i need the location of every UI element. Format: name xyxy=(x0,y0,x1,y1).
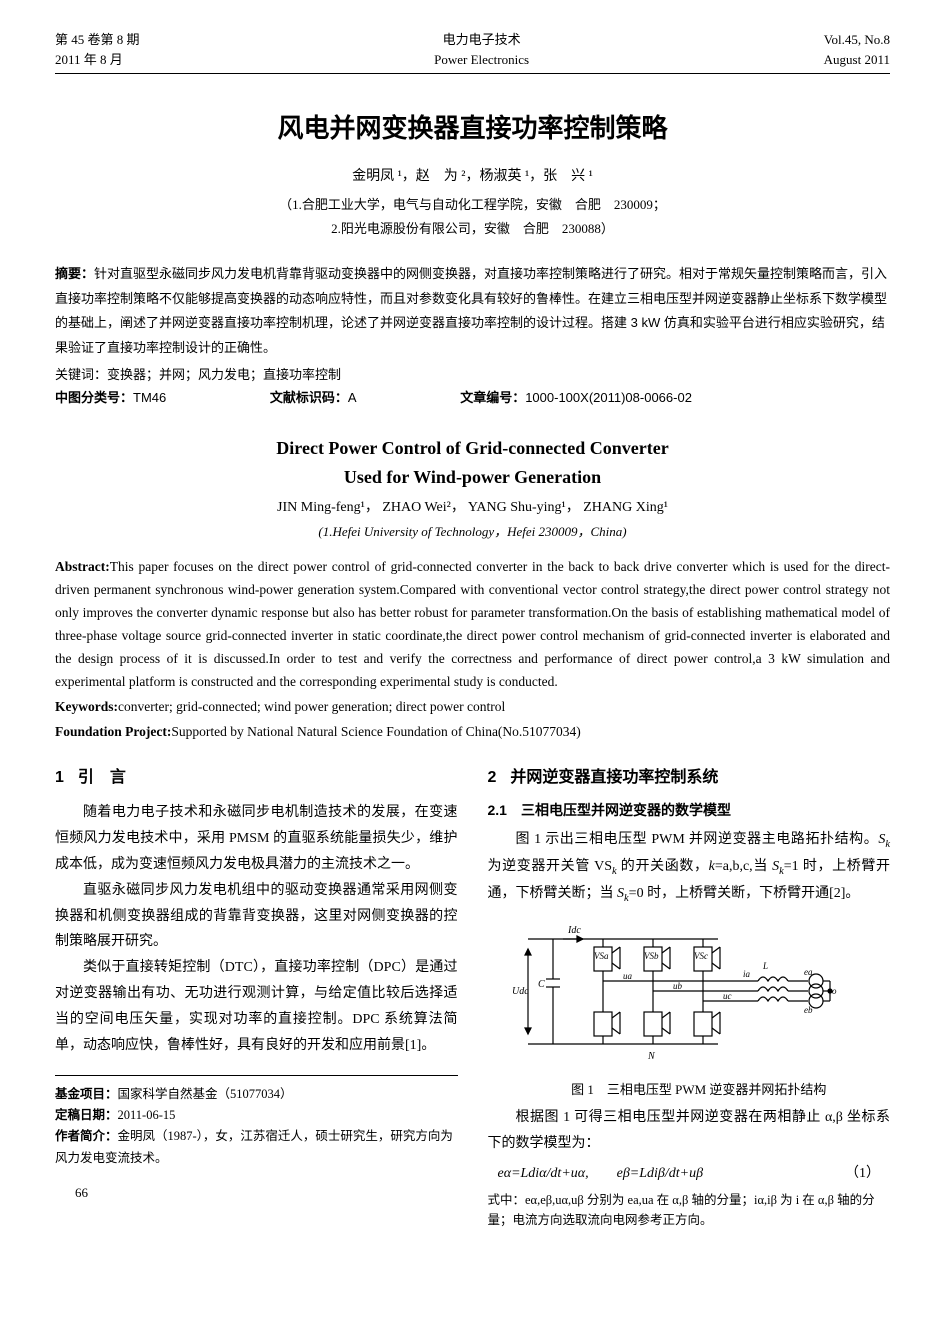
svg-text:VSc: VSc xyxy=(694,951,708,961)
authors-en: JIN Ming-feng¹， ZHAO Wei²， YANG Shu-ying… xyxy=(55,497,890,518)
section-2-number: 2 xyxy=(488,769,497,786)
article-id-value: 1000-100X(2011)08-0066-02 xyxy=(525,390,692,405)
section-2-1-para-2: 根据图 1 可得三相电压型并网逆变器在两相静止 α,β 坐标系下的数学模型为： xyxy=(488,1105,891,1157)
abstract-cn: 摘要：针对直驱型永磁同步风力发电机背靠背驱动变换器中的网侧变换器，对直接功率控制… xyxy=(55,262,890,361)
equation-1-desc: 式中：eα,eβ,uα,uβ 分别为 ea,ua 在 α,β 轴的分量；iα,i… xyxy=(488,1190,891,1230)
keywords-cn: 关键词：变换器；并网；风力发电；直接功率控制 xyxy=(55,365,890,385)
svg-text:ub: ub xyxy=(673,981,683,991)
keywords-en: Keywords:converter; grid-connected; wind… xyxy=(55,697,890,717)
section-2-title: 并网逆变器直接功率控制系统 xyxy=(510,769,718,786)
foundation-line: Foundation Project:Supported by National… xyxy=(55,722,890,742)
journal-title-cn: 电力电子技术 xyxy=(434,30,529,50)
keywords-en-label: Keywords: xyxy=(55,699,118,714)
abstract-cn-label: 摘要： xyxy=(55,266,94,281)
svg-text:o: o xyxy=(832,986,837,996)
svg-text:C: C xyxy=(538,979,545,990)
header-vol-issue-en: Vol.45, No.8 xyxy=(824,30,890,50)
svg-text:VSb: VSb xyxy=(644,951,659,961)
figure-1: Idc Udc C VSa VSb VSc ua ub uc L ia ea e… xyxy=(508,919,891,1100)
figure-1-caption: 图 1 三相电压型 PWM 逆变器并网拓扑结构 xyxy=(508,1080,891,1100)
foundation-text: Supported by National Natural Science Fo… xyxy=(171,724,580,739)
abstract-en: Abstract:This paper focuses on the direc… xyxy=(55,556,890,694)
footnote-date-text: 2011-06-15 xyxy=(118,1108,176,1122)
header-right: Vol.45, No.8 August 2011 xyxy=(824,30,890,69)
svg-text:N: N xyxy=(647,1051,656,1062)
keywords-cn-label: 关键词： xyxy=(55,367,107,382)
clc-value: TM46 xyxy=(133,390,166,405)
footnote-separator xyxy=(55,1075,458,1076)
clc-label: 中图分类号： xyxy=(55,390,133,405)
foundation-label: Foundation Project: xyxy=(55,724,171,739)
footnote-date-label: 定稿日期： xyxy=(55,1108,118,1122)
classification-line: 中图分类号：TM46 文献标识码：A 文章编号：1000-100X(2011)0… xyxy=(55,388,890,408)
keywords-cn-text: 变换器；并网；风力发电；直接功率控制 xyxy=(107,367,341,382)
doc-code-label: 文献标识码： xyxy=(270,390,348,405)
section-1-heading: 1 引 言 xyxy=(55,766,458,790)
svg-text:eb: eb xyxy=(804,1005,813,1015)
affiliation-en: (1.Hefei University of Technology，Hefei … xyxy=(55,522,890,542)
subsection-2-1-title: 三相电压型并网逆变器的数学模型 xyxy=(521,802,731,818)
abstract-cn-text: 针对直驱型永磁同步风力发电机背靠背驱动变换器中的网侧变换器，对直接功率控制策略进… xyxy=(55,266,887,355)
abstract-en-text: This paper focuses on the direct power c… xyxy=(55,559,890,689)
footnote-date: 定稿日期：2011-06-15 xyxy=(55,1105,458,1126)
section-2-1-para-1: 图 1 示出三相电压型 PWM 并网逆变器主电路拓扑结构。Sk 为逆变器开关管 … xyxy=(488,827,891,909)
subsection-2-1-number: 2.1 xyxy=(488,802,507,818)
footnote-fund: 基金项目：国家科学自然基金（51077034） xyxy=(55,1084,458,1105)
equation-1: eα=Ldiα/dt+uα, eβ=Ldiβ/dt+uβ （1） xyxy=(488,1163,891,1184)
paper-title-en: Direct Power Control of Grid-connected C… xyxy=(55,434,890,492)
right-column: 2 并网逆变器直接功率控制系统 2.1 三相电压型并网逆变器的数学模型 图 1 示… xyxy=(488,766,891,1230)
svg-text:Udc: Udc xyxy=(512,986,529,997)
article-id-label: 文章编号： xyxy=(460,390,525,405)
footnote-bio: 作者简介：金明凤（1987-），女，江苏宿迁人，硕士研究生，研究方向为风力发电变… xyxy=(55,1126,458,1169)
header-left: 第 45 卷第 8 期 2011 年 8 月 xyxy=(55,30,140,69)
journal-title-en: Power Electronics xyxy=(434,50,529,70)
authors-cn: 金明凤 ¹，赵 为 ²，杨淑英 ¹，张 兴 ¹ xyxy=(55,166,890,187)
affiliation-1: （1.合肥工业大学，电气与自动化工程学院，安徽 合肥 230009； xyxy=(55,195,890,215)
equation-1-body: eα=Ldiα/dt+uα, eβ=Ldiβ/dt+uβ xyxy=(498,1163,704,1184)
footnote-fund-text: 国家科学自然基金（51077034） xyxy=(118,1087,293,1101)
subsection-2-1-heading: 2.1 三相电压型并网逆变器的数学模型 xyxy=(488,800,891,821)
header-date-en: August 2011 xyxy=(824,50,890,70)
section-1-para-2: 直驱永磁同步风力发电机组中的驱动变换器通常采用网侧变换器和机侧变换器组成的背靠背… xyxy=(55,878,458,956)
footnote-bio-label: 作者简介： xyxy=(55,1129,118,1143)
abstract-en-label: Abstract: xyxy=(55,559,110,574)
svg-text:ia: ia xyxy=(743,969,751,979)
section-1-para-1: 随着电力电子技术和永磁同步电机制造技术的发展，在变速恒频风力发电技术中，采用 P… xyxy=(55,800,458,878)
svg-text:ua: ua xyxy=(623,971,633,981)
header-vol-issue-cn: 第 45 卷第 8 期 xyxy=(55,30,140,50)
section-2-heading: 2 并网逆变器直接功率控制系统 xyxy=(488,766,891,790)
svg-text:Idc: Idc xyxy=(567,925,581,936)
section-1-title: 引 言 xyxy=(78,769,126,786)
svg-text:VSa: VSa xyxy=(594,951,609,961)
left-column: 1 引 言 随着电力电子技术和永磁同步电机制造技术的发展，在变速恒频风力发电技术中… xyxy=(55,766,458,1230)
equation-1-number: （1） xyxy=(845,1163,880,1184)
svg-text:L: L xyxy=(762,961,768,971)
doc-code-value: A xyxy=(348,390,357,405)
footnote-fund-label: 基金项目： xyxy=(55,1087,118,1101)
section-1-number: 1 xyxy=(55,769,64,786)
svg-text:ea: ea xyxy=(804,967,813,977)
paper-title-cn: 风电并网变换器直接功率控制策略 xyxy=(55,109,890,148)
circuit-diagram-icon: Idc Udc C VSa VSb VSc ua ub uc L ia ea e… xyxy=(508,919,838,1069)
affiliation-2: 2.阳光电源股份有限公司，安徽 合肥 230088） xyxy=(55,219,890,239)
header-date-cn: 2011 年 8 月 xyxy=(55,50,140,70)
svg-text:uc: uc xyxy=(723,991,732,1001)
running-header: 第 45 卷第 8 期 2011 年 8 月 电力电子技术 Power Elec… xyxy=(55,30,890,74)
page-number: 66 xyxy=(75,1183,458,1203)
header-center: 电力电子技术 Power Electronics xyxy=(434,30,529,69)
body-columns: 1 引 言 随着电力电子技术和永磁同步电机制造技术的发展，在变速恒频风力发电技术中… xyxy=(55,766,890,1230)
keywords-en-text: converter; grid-connected; wind power ge… xyxy=(118,699,505,714)
section-1-para-3: 类似于直接转矩控制（DTC），直接功率控制（DPC）是通过对逆变器输出有功、无功… xyxy=(55,955,458,1059)
